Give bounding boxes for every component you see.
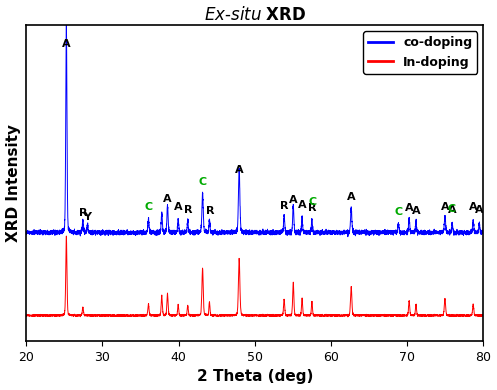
co-doping xyxy=(294,230,300,235)
X-axis label: 2 Theta (deg): 2 Theta (deg) xyxy=(197,369,313,385)
In-doping xyxy=(387,314,393,318)
Text: C: C xyxy=(308,197,317,207)
Text: A: A xyxy=(298,200,307,210)
co-doping xyxy=(387,231,393,236)
Text: A: A xyxy=(441,202,449,212)
Text: A: A xyxy=(347,192,355,202)
In-doping xyxy=(294,313,300,318)
In-doping xyxy=(481,313,487,318)
Text: C: C xyxy=(145,202,153,212)
Text: Y: Y xyxy=(83,212,91,222)
Text: A: A xyxy=(174,202,182,212)
Y-axis label: XRD Intensity: XRD Intensity xyxy=(5,124,20,242)
Text: R: R xyxy=(80,208,88,218)
Text: A: A xyxy=(235,165,244,175)
Text: R: R xyxy=(308,203,317,213)
Text: A: A xyxy=(163,194,172,204)
Text: R: R xyxy=(280,201,288,211)
Text: A: A xyxy=(475,205,484,215)
Text: A: A xyxy=(62,39,71,49)
In-doping xyxy=(64,234,70,238)
co-doping xyxy=(46,229,52,234)
Text: A: A xyxy=(448,205,457,215)
co-doping xyxy=(189,230,195,235)
In-doping xyxy=(362,313,368,318)
Text: A: A xyxy=(405,203,414,213)
In-doping xyxy=(189,313,195,318)
co-doping xyxy=(23,230,29,234)
co-doping xyxy=(64,19,70,24)
Title: $\mathit{Ex}$-$\mathit{situ}$ $\mathbf{XRD}$: $\mathit{Ex}$-$\mathit{situ}$ $\mathbf{X… xyxy=(204,5,306,23)
co-doping xyxy=(345,234,351,239)
Line: co-doping: co-doping xyxy=(26,21,484,237)
Text: C: C xyxy=(198,177,207,187)
In-doping xyxy=(23,313,29,318)
Text: C: C xyxy=(447,204,455,215)
co-doping xyxy=(314,230,320,235)
co-doping xyxy=(481,230,487,234)
Text: A: A xyxy=(289,195,298,205)
In-doping xyxy=(345,314,351,319)
Text: R: R xyxy=(184,205,192,215)
Line: In-doping: In-doping xyxy=(26,236,484,317)
co-doping xyxy=(362,230,368,235)
Text: C: C xyxy=(395,207,403,217)
Text: A: A xyxy=(412,206,420,216)
In-doping xyxy=(46,313,52,317)
Legend: co-doping, In-doping: co-doping, In-doping xyxy=(363,31,477,74)
Text: A: A xyxy=(469,202,478,213)
In-doping xyxy=(314,313,320,318)
Text: R: R xyxy=(206,206,214,216)
